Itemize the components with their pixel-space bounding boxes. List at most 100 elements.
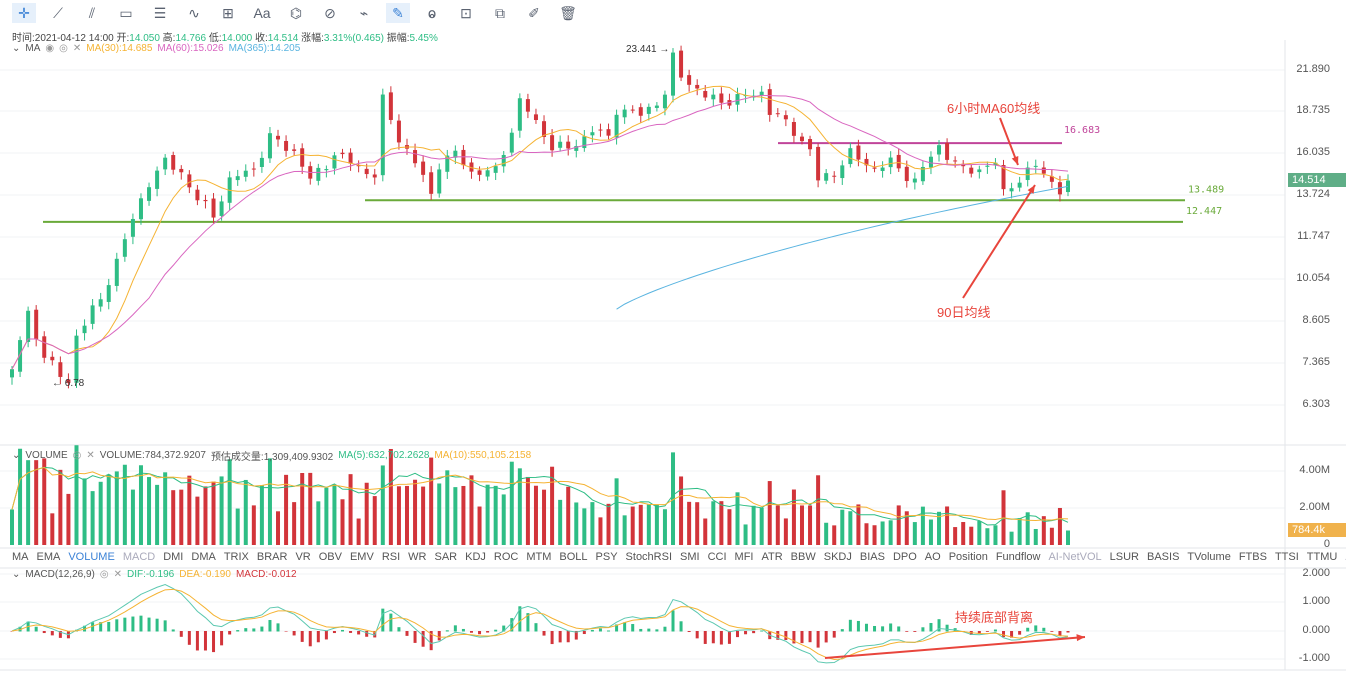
tab-rsi[interactable]: RSI xyxy=(381,551,401,563)
close-icon[interactable]: ✕ xyxy=(72,43,82,54)
tab-bbw[interactable]: BBW xyxy=(790,551,816,563)
text-icon[interactable]: Aa xyxy=(253,5,271,21)
tab-ma[interactable]: MA xyxy=(12,551,29,563)
macd-histogram-bar xyxy=(123,617,127,632)
volume-bar xyxy=(864,523,869,545)
tab-smi[interactable]: SMI xyxy=(680,551,700,563)
tab-cci[interactable]: CCI xyxy=(707,551,727,563)
tab-trix[interactable]: TRIX xyxy=(223,551,249,563)
macd-histogram-bar xyxy=(429,631,433,651)
candle xyxy=(171,155,176,170)
volume-bar xyxy=(50,513,55,545)
rectangle-icon[interactable]: ▭ xyxy=(119,4,133,21)
ruler-icon[interactable]: ⌁ xyxy=(359,4,369,21)
tab-atr[interactable]: ATR xyxy=(761,551,783,563)
settings-icon[interactable]: ◎ xyxy=(99,569,109,580)
volume-bar xyxy=(380,465,385,545)
tab-ao[interactable]: AO xyxy=(924,551,941,563)
candle xyxy=(26,310,31,342)
trash-icon[interactable]: 🗑 xyxy=(559,4,577,21)
tab-mfi[interactable]: MFI xyxy=(734,551,754,563)
tab-ftbs[interactable]: FTBS xyxy=(1238,551,1267,563)
candle xyxy=(928,156,933,168)
edit-icon[interactable]: ✐ xyxy=(528,4,540,21)
tab-brar[interactable]: BRAR xyxy=(256,551,288,563)
collapse-icon[interactable]: ⌄ xyxy=(12,569,21,580)
info-label: 高: xyxy=(159,33,176,44)
volume-bar xyxy=(276,511,281,545)
candle xyxy=(396,120,401,143)
settings-icon[interactable]: ◎ xyxy=(72,450,82,461)
candle xyxy=(300,148,305,167)
copy-icon[interactable]: ⧉ xyxy=(495,4,505,21)
tab-wr[interactable]: WR xyxy=(408,551,427,563)
volume-bar xyxy=(1057,507,1062,545)
tab-emv[interactable]: EMV xyxy=(349,551,374,563)
macd-histogram-bar xyxy=(623,622,627,632)
volume-bar xyxy=(993,525,998,545)
tab-position[interactable]: Position xyxy=(948,551,988,563)
volume-ma5: MA(5):632,702.2628 xyxy=(338,450,430,461)
tab-vr[interactable]: VR xyxy=(295,551,311,563)
parallel-channel-icon[interactable]: ⫽ xyxy=(88,4,96,21)
volume-bar xyxy=(767,481,772,545)
settings-icon[interactable]: ◎ xyxy=(59,43,68,54)
macd-histogram-bar xyxy=(526,613,530,632)
tab-ttsi[interactable]: TTSI xyxy=(1274,551,1299,563)
tab-kdj[interactable]: KDJ xyxy=(465,551,486,563)
collapse-icon[interactable]: ⌄ xyxy=(12,450,21,461)
candle xyxy=(1025,167,1030,181)
candle xyxy=(42,336,47,358)
candle xyxy=(276,135,281,140)
crosshair-icon[interactable]: ✛ xyxy=(12,3,36,23)
close-icon[interactable]: ✕ xyxy=(113,569,122,580)
tab-skdj[interactable]: SKDJ xyxy=(823,551,852,563)
wave-icon[interactable]: ∿ xyxy=(188,4,200,21)
tab-stochrsi[interactable]: StochRSI xyxy=(625,551,673,563)
close-icon[interactable]: ✕ xyxy=(86,450,95,461)
tab-dmi[interactable]: DMI xyxy=(163,551,184,563)
tab-ai-netvol[interactable]: AI-NetVOL xyxy=(1048,551,1102,563)
last-price-tag: 14.514 xyxy=(1288,172,1346,187)
arrow-ma90 xyxy=(962,184,1036,299)
tab-psy[interactable]: PSY xyxy=(595,551,618,563)
candle xyxy=(372,174,377,178)
link-icon[interactable]: ⊘ xyxy=(324,4,336,21)
tab-volume[interactable]: VOLUME xyxy=(68,551,115,563)
tab-roc[interactable]: ROC xyxy=(493,551,519,563)
brush-icon[interactable]: ✎ xyxy=(386,3,410,23)
lock-icon[interactable]: ⊡ xyxy=(460,4,472,21)
macd-histogram-bar xyxy=(179,631,183,637)
volume-bar xyxy=(1025,512,1030,545)
macd-histogram-bar xyxy=(486,631,490,633)
measure-icon[interactable]: ⊞ xyxy=(222,4,234,21)
volume-bar xyxy=(808,505,813,545)
tab-basis[interactable]: BASIS xyxy=(1147,551,1180,563)
volume-bar xyxy=(396,486,401,545)
collapse-icon[interactable]: ⌄ xyxy=(12,43,21,54)
tab-ema[interactable]: EMA xyxy=(36,551,61,563)
tab-tvolume[interactable]: TVolume xyxy=(1187,551,1231,563)
tab-obv[interactable]: OBV xyxy=(318,551,342,563)
magnet-icon[interactable]: ⌬ xyxy=(289,4,303,21)
tab-lsur[interactable]: LSUR xyxy=(1109,551,1139,563)
candle xyxy=(662,94,667,109)
tab-dma[interactable]: DMA xyxy=(191,551,216,563)
annotation-ma60: 6小时MA60均线 xyxy=(947,101,1041,116)
macd-histogram-bar xyxy=(719,631,723,645)
tab-boll[interactable]: BOLL xyxy=(559,551,588,563)
tab-bias[interactable]: BIAS xyxy=(859,551,885,563)
horizontal-lines-icon[interactable]: ☰ xyxy=(153,4,167,21)
tab-dpo[interactable]: DPO xyxy=(892,551,917,563)
tab-macd[interactable]: MACD xyxy=(122,551,156,563)
pattern-icon[interactable]: ⱺ xyxy=(427,4,437,21)
tab-ttmu[interactable]: TTMU xyxy=(1306,551,1338,563)
candle xyxy=(808,139,813,150)
tab-sar[interactable]: SAR xyxy=(434,551,458,563)
trend-line-icon[interactable]: ⟋ xyxy=(53,4,63,21)
info-value: 14.000 xyxy=(221,33,253,44)
tab-fundflow[interactable]: Fundflow xyxy=(995,551,1041,563)
tab-mtm[interactable]: MTM xyxy=(526,551,552,563)
eye-icon[interactable]: ◉ xyxy=(45,43,55,54)
